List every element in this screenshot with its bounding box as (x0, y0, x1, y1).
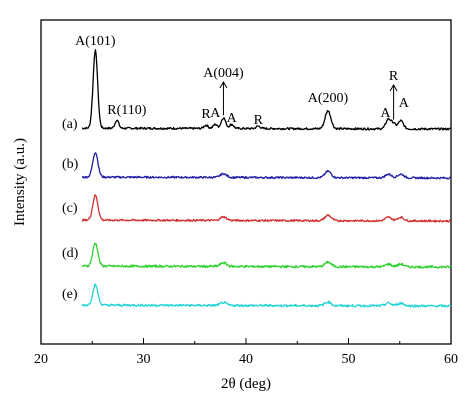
peak-annotation: A (227, 111, 238, 126)
series-line-e (81, 283, 452, 308)
peak-annotation: A (210, 106, 221, 121)
series-label-a: (a) (62, 117, 78, 132)
series-label-c: (c) (62, 201, 78, 216)
x-tick-label: 40 (239, 352, 253, 367)
peak-annotation: A(004) (203, 66, 244, 81)
series-line-a (81, 49, 452, 131)
peak-annotation: R (201, 107, 211, 122)
series-label-b: (b) (62, 157, 79, 172)
peak-annotation: R (389, 69, 399, 84)
x-axis-label: 2θ (deg) (221, 376, 271, 392)
peak-annotation: R(110) (107, 103, 146, 118)
peak-annotation: A (399, 96, 410, 111)
series-label-e: (e) (62, 287, 78, 302)
annotation-arrow-head (389, 84, 398, 92)
x-tick-label: 50 (342, 352, 356, 367)
y-axis-label: Intensity (a.u.) (12, 138, 28, 226)
series-labels: (a) (b) (c) (d) (e) (62, 117, 79, 302)
x-tick-label: 20 (34, 352, 48, 367)
x-tick-label: 60 (444, 352, 458, 367)
peak-annotations: A(101)R(110) R AA(004)A RA(200)ARA (75, 34, 410, 128)
peak-annotation: A(101) (75, 34, 116, 49)
annotation-arrow-head (219, 81, 228, 89)
series-label-d: (d) (62, 246, 79, 261)
peak-annotation: A (380, 106, 391, 121)
traces (81, 49, 452, 308)
peak-annotation: A(200) (308, 91, 349, 106)
x-axis-ticks: 20 30 40 50 60 (34, 338, 458, 367)
x-tick-label: 30 (137, 352, 151, 367)
series-line-b (81, 152, 452, 180)
series-line-c (81, 194, 452, 223)
series-line-d (81, 242, 452, 269)
peak-annotation: R (254, 113, 264, 128)
